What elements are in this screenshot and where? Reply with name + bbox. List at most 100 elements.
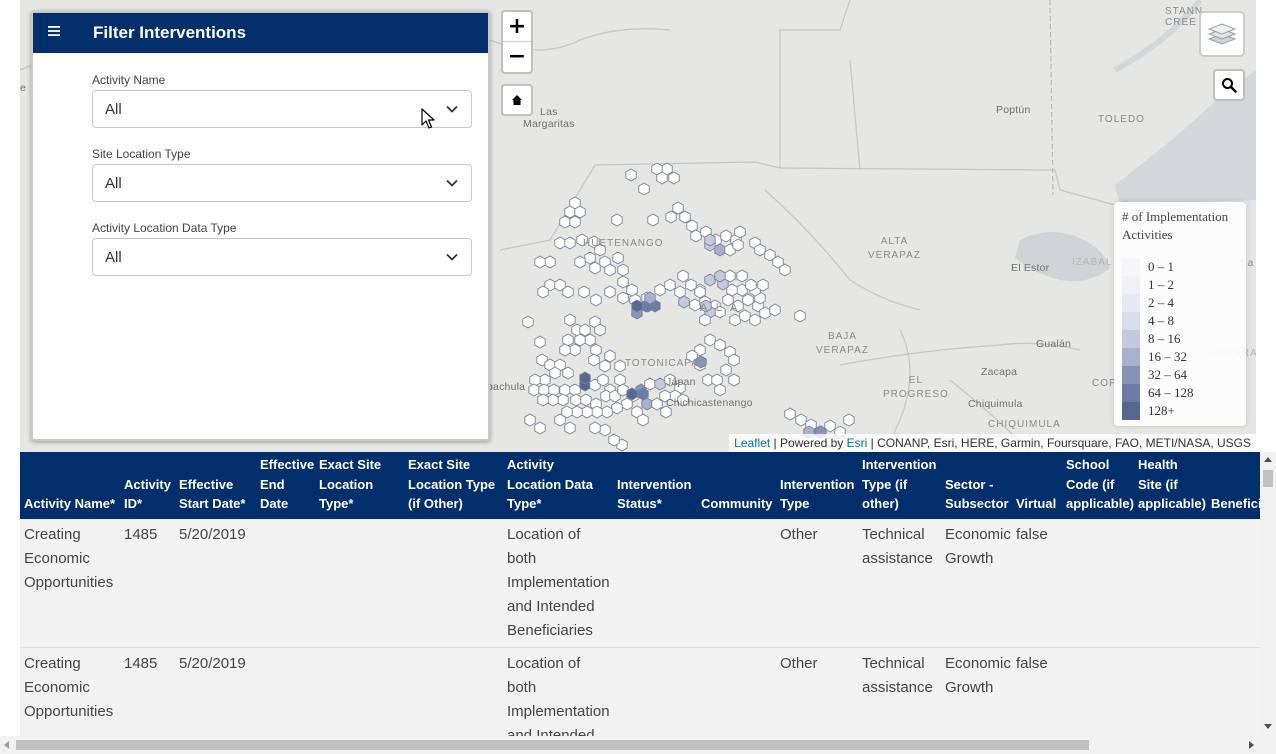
scroll-left-icon[interactable]	[4, 741, 9, 749]
place-label: STANN CREE	[1165, 6, 1204, 28]
filter-activity-name: Activity Name All	[92, 73, 473, 128]
hexbin-cell	[664, 278, 676, 292]
scroll-right-icon[interactable]	[1249, 741, 1254, 749]
table-cell	[697, 518, 776, 647]
hexbin-cell	[562, 285, 574, 299]
table-cell: Technical assistance	[858, 646, 941, 736]
activity-name-select[interactable]: All	[92, 90, 472, 128]
hexbin-cell	[656, 171, 668, 185]
filter-label: Site Location Type	[92, 147, 191, 161]
attribution-sources: | CONANP, Esri, HERE, Garmin, Foursquare…	[867, 436, 1251, 450]
column-header[interactable]: Virtual	[1012, 452, 1062, 519]
column-header[interactable]: Community	[697, 452, 776, 519]
hexbin-cell	[686, 349, 698, 363]
layers-button[interactable]	[1199, 11, 1245, 57]
hexbin-cell	[678, 295, 690, 309]
hexbin-cell	[739, 309, 751, 323]
hexbin-cell	[594, 243, 606, 257]
hexbin-cell	[689, 298, 701, 312]
table-row[interactable]: Creating Economic Opportunities 1485 5/20/…	[20, 518, 1260, 647]
hexbin-cell	[626, 387, 638, 401]
column-header[interactable]: Exact Site Location Type (if Other)	[404, 452, 503, 519]
table-cell	[697, 646, 776, 736]
column-header[interactable]: Intervention Type	[776, 452, 858, 519]
place-label: e	[20, 82, 27, 94]
place-label: Poptún	[996, 104, 1031, 116]
column-header[interactable]: Benefici Type	[1207, 452, 1260, 519]
map-search-button[interactable]	[1213, 69, 1245, 101]
column-header[interactable]: Activity ID*	[120, 452, 175, 519]
hexbin-cell	[612, 251, 624, 265]
layers-icon	[1207, 23, 1237, 45]
home-button[interactable]	[501, 84, 533, 116]
legend-item: 2 – 4	[1122, 294, 1238, 312]
sea-area	[1115, 70, 1256, 205]
legend-swatch	[1122, 348, 1140, 366]
table-cell	[613, 646, 697, 736]
column-header[interactable]: Intervention Status*	[613, 452, 697, 519]
column-header[interactable]: Activity Location Data Type*	[503, 452, 613, 519]
activity-location-data-type-select[interactable]: All	[92, 238, 472, 276]
column-header[interactable]: Exact Site Location Type*	[315, 452, 404, 519]
column-header[interactable]: Sector - Subsector	[941, 452, 1012, 519]
filter-panel-header: Filter Interventions	[33, 13, 488, 53]
table-cell	[1062, 646, 1134, 736]
hexbin-cell	[554, 278, 566, 292]
column-header[interactable]: Effective End Date	[256, 452, 315, 519]
esri-link[interactable]: Esri	[846, 436, 868, 450]
table-cell	[613, 518, 697, 647]
table-cell: Creating Economic Opportunities	[20, 646, 120, 736]
filter-label: Activity Name	[92, 73, 166, 87]
hexbin-cell	[581, 405, 593, 419]
legend-label: 2 – 4	[1148, 295, 1174, 310]
table-cell: Economic Growth	[941, 646, 1012, 736]
table-cell	[1134, 518, 1207, 647]
hexbin-cell	[578, 285, 590, 299]
place-label: Chiquimula	[968, 398, 1023, 410]
select-value: All	[105, 101, 122, 118]
table-cell	[256, 646, 315, 736]
vertical-scrollbar[interactable]	[1260, 452, 1276, 736]
hexbin-cell	[579, 323, 591, 337]
hexbin-cell	[714, 243, 726, 257]
map-legend: # of Implementation Activities 0 – 1 1 – …	[1114, 202, 1246, 426]
filter-panel-title: Filter Interventions	[93, 23, 247, 42]
column-header[interactable]: Activity Name*	[20, 452, 120, 519]
column-header[interactable]: Effective Start Date*	[175, 452, 256, 519]
legend-label: 0 – 1	[1148, 259, 1174, 274]
hexbin-cell	[597, 373, 609, 387]
river	[1113, 0, 1203, 73]
zoom-out-button[interactable]: −	[507, 44, 527, 69]
horizontal-scrollbar[interactable]	[0, 736, 1276, 754]
place-label: TOTONICAPA	[625, 358, 699, 369]
basemap	[20, 0, 1256, 452]
hamburger-menu-icon[interactable]	[33, 24, 75, 42]
legend-label: 128+	[1148, 403, 1175, 418]
table-row[interactable]: Creating Economic Opportunities 1485 5/20/…	[20, 646, 1260, 736]
hexbin-cell	[672, 201, 684, 215]
horizontal-scroll-thumb[interactable]	[16, 740, 1089, 750]
scroll-down-icon[interactable]	[1264, 724, 1272, 729]
place-label: Las Margaritas	[523, 106, 575, 130]
hexbin-cell	[700, 299, 712, 313]
hexbin-cell	[590, 293, 602, 307]
column-header[interactable]: School Code (if applicable)	[1062, 452, 1134, 519]
table-cell	[404, 646, 503, 736]
zoom-in-button[interactable]: +	[503, 12, 531, 42]
hexbin-cell	[534, 335, 546, 349]
hexbin-cell	[638, 182, 650, 196]
lake-izabal	[1015, 231, 1110, 282]
column-header[interactable]: Health Site (if applicable)	[1134, 452, 1207, 519]
hexbin-cell	[728, 353, 740, 367]
vertical-scroll-thumb[interactable]	[1263, 470, 1273, 487]
place-label: CHIQUIMULA	[988, 419, 1061, 430]
table-cell: Creating Economic Opportunities	[20, 518, 120, 647]
place-label: Zacapa	[981, 366, 1018, 378]
scroll-up-icon[interactable]	[1264, 457, 1272, 462]
leaflet-link[interactable]: Leaflet	[734, 436, 771, 450]
place-label: El Estor	[1011, 262, 1050, 274]
hexbin-cell	[637, 413, 649, 427]
column-header[interactable]: Intervention Type (if other)	[858, 452, 941, 519]
site-location-type-select[interactable]: All	[92, 164, 472, 202]
